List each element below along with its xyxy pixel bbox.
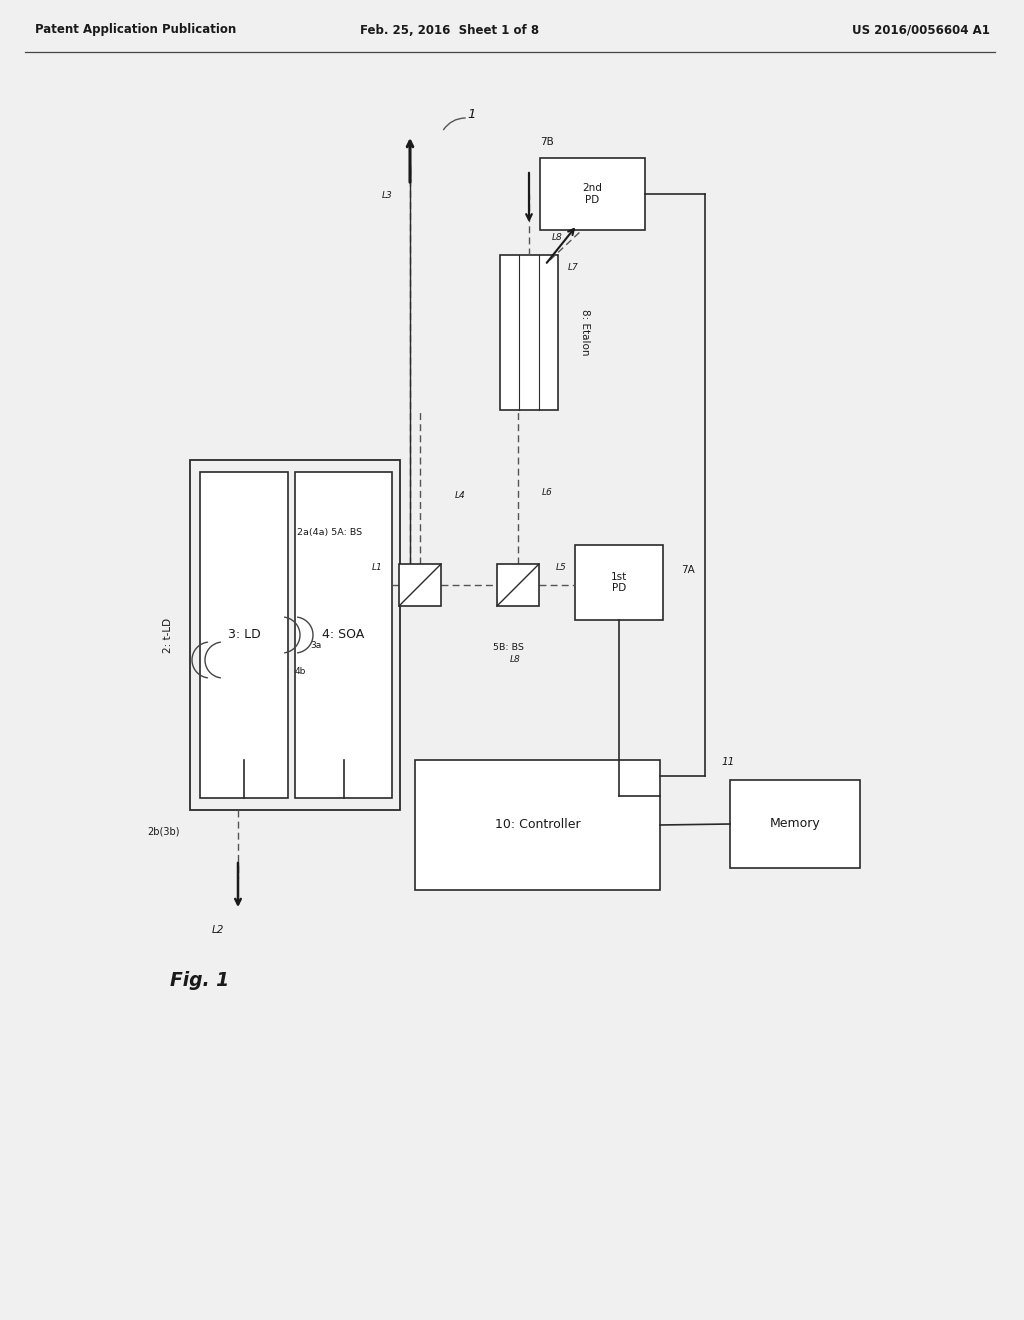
Text: L6: L6 (542, 487, 553, 496)
Text: 2b(3b): 2b(3b) (147, 828, 180, 837)
Text: L8: L8 (552, 234, 563, 243)
Text: L4: L4 (455, 491, 466, 499)
Bar (295, 473, 392, 799)
Text: Feb. 25, 2016  Sheet 1 of 8: Feb. 25, 2016 Sheet 1 of 8 (360, 24, 540, 37)
Text: Patent Application Publication: Patent Application Publication (35, 24, 237, 37)
Text: 4b: 4b (295, 668, 306, 676)
Text: 10: Controller: 10: Controller (495, 818, 581, 832)
Text: 3: LD: 3: LD (227, 628, 260, 642)
Bar (190, 459, 400, 810)
Text: US 2016/0056604 A1: US 2016/0056604 A1 (852, 24, 990, 37)
Text: L2: L2 (212, 925, 224, 935)
Text: 3a: 3a (310, 640, 322, 649)
Bar (500, 255, 558, 411)
Text: 4: SOA: 4: SOA (323, 628, 365, 642)
Bar (415, 760, 660, 890)
Text: L1: L1 (372, 564, 383, 573)
Bar (540, 158, 645, 230)
Bar (730, 780, 860, 869)
Text: 1st
PD: 1st PD (611, 572, 627, 593)
Text: L5: L5 (556, 564, 566, 573)
Text: 11: 11 (722, 756, 735, 767)
Text: 8: Etalon: 8: Etalon (580, 309, 590, 355)
Bar (497, 564, 539, 606)
Text: 2a(4a) 5A: BS: 2a(4a) 5A: BS (297, 528, 362, 536)
Text: Memory: Memory (770, 817, 820, 830)
Text: 5B: BS: 5B: BS (493, 644, 523, 652)
Text: 2nd
PD: 2nd PD (583, 183, 602, 205)
Bar (399, 564, 441, 606)
Text: L3: L3 (382, 190, 393, 199)
Text: 1: 1 (468, 108, 476, 121)
Text: Fig. 1: Fig. 1 (170, 970, 229, 990)
Bar (575, 545, 663, 620)
Text: L8: L8 (510, 656, 521, 664)
Text: 7B: 7B (540, 137, 554, 147)
Text: 2: t-LD: 2: t-LD (163, 618, 173, 652)
Text: 7A: 7A (681, 565, 695, 576)
Bar (200, 473, 288, 799)
Text: L7: L7 (568, 264, 579, 272)
